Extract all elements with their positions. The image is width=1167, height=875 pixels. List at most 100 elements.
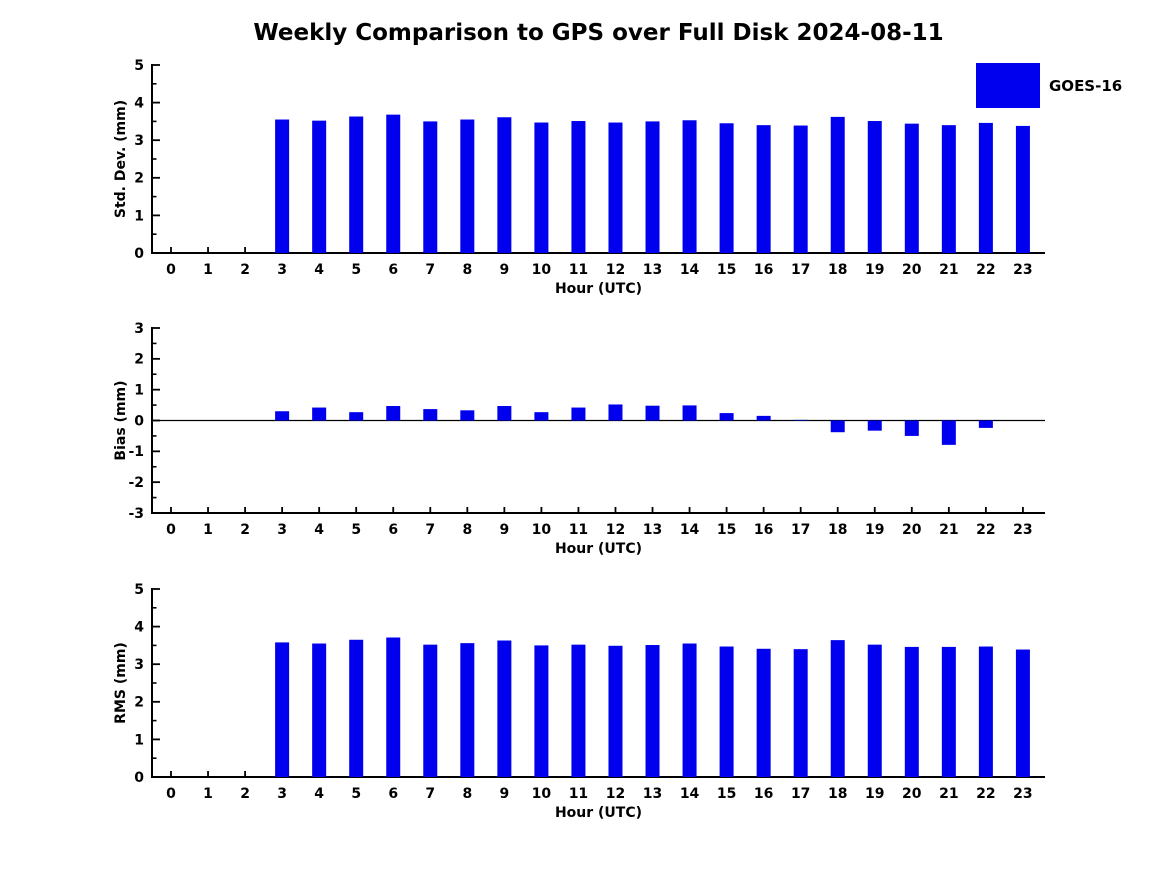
bar-hour-23 bbox=[1015, 125, 1030, 253]
bar-hour-22 bbox=[978, 420, 993, 428]
bar-hour-20 bbox=[904, 420, 919, 436]
bar-hour-13 bbox=[645, 405, 660, 421]
bar-hour-7 bbox=[423, 644, 438, 777]
bar-hour-16 bbox=[756, 415, 771, 421]
bar-hour-15 bbox=[719, 123, 734, 253]
bar-hour-22 bbox=[978, 646, 993, 777]
x-tick-label: 11 bbox=[569, 262, 588, 278]
x-tick-label: 11 bbox=[569, 786, 588, 802]
x-tick-label: 15 bbox=[717, 262, 736, 278]
y-tick-label: 2 bbox=[134, 171, 144, 187]
x-tick-label: 7 bbox=[425, 786, 435, 802]
x-tick-label: 18 bbox=[828, 522, 847, 538]
y-axis-label: RMS (mm) bbox=[113, 642, 129, 724]
x-tick-label: 3 bbox=[277, 522, 287, 538]
y-axis-label: Bias (mm) bbox=[113, 380, 129, 460]
x-tick-label: 4 bbox=[314, 786, 324, 802]
bar-hour-16 bbox=[756, 125, 771, 253]
x-tick-label: 19 bbox=[865, 262, 884, 278]
x-tick-label: 8 bbox=[462, 786, 472, 802]
y-tick-label: 1 bbox=[134, 208, 144, 224]
y-tick-label: -1 bbox=[128, 444, 144, 460]
bar-hour-3 bbox=[275, 119, 290, 254]
y-tick-label: 5 bbox=[134, 58, 144, 74]
bar-hour-17 bbox=[793, 125, 808, 253]
x-tick-label: 7 bbox=[425, 262, 435, 278]
y-tick-label: 2 bbox=[134, 695, 144, 711]
y-tick-label: 4 bbox=[134, 620, 144, 636]
bar-hour-13 bbox=[645, 121, 660, 254]
y-tick-label: 3 bbox=[134, 133, 144, 149]
bar-hour-20 bbox=[904, 646, 919, 777]
bar-hour-8 bbox=[460, 643, 475, 777]
x-tick-label: 16 bbox=[754, 786, 773, 802]
bar-hour-10 bbox=[534, 412, 549, 421]
x-tick-label: 10 bbox=[532, 522, 552, 538]
x-tick-label: 6 bbox=[388, 522, 398, 538]
x-tick-label: 19 bbox=[865, 522, 884, 538]
legend-swatch bbox=[976, 63, 1040, 108]
bar-hour-5 bbox=[349, 639, 364, 777]
x-tick-label: 23 bbox=[1013, 262, 1032, 278]
y-tick-label: 0 bbox=[134, 413, 144, 429]
bar-hour-16 bbox=[756, 648, 771, 777]
bar-hour-9 bbox=[497, 117, 512, 253]
x-tick-label: 23 bbox=[1013, 786, 1032, 802]
bar-hour-22 bbox=[978, 122, 993, 254]
bar-hour-17 bbox=[793, 649, 808, 777]
chart-title: Weekly Comparison to GPS over Full Disk … bbox=[253, 20, 944, 46]
x-tick-label: 4 bbox=[314, 262, 324, 278]
x-tick-label: 13 bbox=[643, 522, 662, 538]
y-tick-label: 0 bbox=[134, 246, 144, 262]
x-tick-label: 20 bbox=[902, 786, 922, 802]
x-tick-label: 5 bbox=[351, 522, 361, 538]
bar-hour-19 bbox=[867, 420, 882, 431]
x-tick-label: 21 bbox=[939, 522, 958, 538]
x-tick-label: 22 bbox=[976, 786, 995, 802]
bar-hour-21 bbox=[941, 646, 956, 777]
bar-hour-9 bbox=[497, 406, 512, 421]
y-tick-label: 4 bbox=[134, 96, 144, 112]
y-tick-label: 5 bbox=[134, 582, 144, 598]
bar-hour-17 bbox=[793, 419, 808, 421]
bar-hour-19 bbox=[867, 644, 882, 777]
x-tick-label: 20 bbox=[902, 262, 922, 278]
x-tick-label: 16 bbox=[754, 262, 773, 278]
x-tick-label: 3 bbox=[277, 786, 287, 802]
x-tick-label: 8 bbox=[462, 522, 472, 538]
bar-hour-23 bbox=[1015, 649, 1030, 777]
bar-hour-11 bbox=[571, 121, 586, 253]
x-tick-label: 16 bbox=[754, 522, 773, 538]
x-tick-label: 22 bbox=[976, 262, 995, 278]
x-tick-label: 5 bbox=[351, 262, 361, 278]
x-tick-label: 0 bbox=[166, 786, 176, 802]
y-tick-label: 0 bbox=[134, 770, 144, 786]
x-tick-label: 23 bbox=[1013, 522, 1032, 538]
x-tick-label: 13 bbox=[643, 262, 662, 278]
y-axis-label: Std. Dev. (mm) bbox=[113, 100, 129, 218]
x-tick-label: 7 bbox=[425, 522, 435, 538]
x-tick-label: 9 bbox=[499, 522, 509, 538]
x-tick-label: 10 bbox=[532, 786, 552, 802]
x-tick-label: 14 bbox=[680, 786, 700, 802]
bar-hour-7 bbox=[423, 409, 438, 421]
bar-hour-6 bbox=[386, 406, 401, 421]
bar-hour-8 bbox=[460, 119, 475, 254]
bar-hour-21 bbox=[941, 420, 956, 445]
bar-hour-18 bbox=[830, 420, 845, 433]
bar-hour-3 bbox=[275, 642, 290, 777]
bar-hour-7 bbox=[423, 121, 438, 254]
bar-hour-12 bbox=[608, 122, 623, 253]
x-tick-label: 15 bbox=[717, 786, 736, 802]
bar-hour-18 bbox=[830, 116, 845, 253]
bar-hour-20 bbox=[904, 123, 919, 253]
bar-hour-14 bbox=[682, 643, 697, 777]
x-tick-label: 17 bbox=[791, 262, 810, 278]
bar-hour-11 bbox=[571, 407, 586, 421]
bar-hour-4 bbox=[312, 120, 327, 253]
bar-hour-6 bbox=[386, 637, 401, 777]
x-tick-label: 2 bbox=[240, 262, 250, 278]
